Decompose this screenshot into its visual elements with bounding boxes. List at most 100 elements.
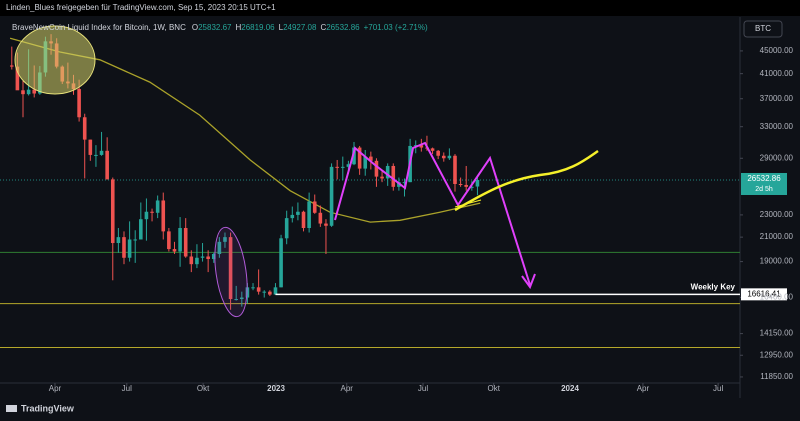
candle-body — [172, 249, 177, 252]
candle-body — [99, 150, 104, 155]
x-tick-label: Jul — [418, 384, 428, 393]
candle-body — [200, 256, 205, 258]
candle-body — [15, 66, 20, 91]
logo-text: TradingView — [21, 403, 75, 413]
x-tick-label: Okt — [197, 384, 210, 393]
logo-mark — [6, 405, 17, 412]
projection-curve — [454, 149, 599, 212]
x-tick-label: Jul — [122, 384, 132, 393]
candle-body — [262, 291, 267, 293]
candle-body — [402, 182, 407, 184]
trend-line — [454, 199, 482, 208]
candle-body — [21, 90, 25, 95]
x-tick-label: Apr — [637, 384, 650, 393]
candle-body — [150, 211, 154, 213]
legend-ohlc-label: L — [279, 23, 284, 32]
legend-title: BraveNewCoin Liquid Index for Bitcoin, 1… — [12, 23, 186, 32]
candle-body — [82, 117, 87, 140]
y-tick-label: 11850.00 — [760, 372, 793, 381]
candle-body — [88, 139, 93, 155]
last-price-tag — [741, 172, 787, 195]
projection-path — [334, 141, 531, 286]
candle-body — [234, 299, 238, 301]
candle-body — [77, 89, 81, 118]
candle-body — [436, 150, 440, 156]
candle-body — [183, 228, 188, 257]
candle-body — [419, 145, 424, 148]
candle-body — [223, 237, 227, 242]
y-tick-label: 33000.00 — [760, 122, 794, 131]
candle-body — [352, 147, 356, 165]
candle-body — [240, 297, 244, 300]
candle-body — [116, 237, 121, 244]
legend-ohlc-value: 26532.86 — [326, 23, 360, 32]
candle-body — [441, 155, 446, 159]
candle-body — [307, 201, 311, 229]
last-price-countdown: 2d 5h — [755, 186, 773, 193]
candle-body — [206, 256, 210, 260]
candle-body — [447, 155, 452, 159]
legend-ohlc-value: 24927.08 — [283, 23, 317, 32]
candle-body — [312, 201, 317, 213]
y-tick-label: 16400.00 — [760, 293, 794, 302]
candle-body — [279, 238, 283, 288]
footer-logo: TradingView — [6, 403, 75, 413]
candle-body — [380, 176, 384, 179]
candle-body — [189, 256, 194, 265]
y-tick-label: 14150.00 — [760, 329, 794, 338]
candle-body — [251, 287, 255, 289]
last-price-value: 26532.86 — [747, 174, 781, 183]
legend-change: +701.03 (+2.71%) — [364, 23, 428, 32]
candle-body — [430, 148, 435, 151]
legend-ohlc-value: 26819.06 — [241, 23, 275, 32]
candle-body — [346, 164, 351, 167]
candle-body — [413, 145, 418, 147]
candle-body — [357, 147, 362, 169]
y-tick-label: 45000.00 — [760, 46, 794, 55]
candle-body — [178, 228, 182, 252]
candle-body — [470, 186, 474, 188]
candle-body — [217, 241, 222, 254]
candle-body — [363, 156, 368, 169]
candle-body — [144, 211, 149, 220]
candle-body — [122, 237, 126, 258]
candle-body — [268, 291, 272, 295]
x-tick-label: 2023 — [267, 384, 285, 393]
candle-body — [458, 184, 463, 186]
candle-body — [324, 223, 328, 226]
candle-body — [32, 89, 37, 94]
candle-body — [155, 200, 160, 213]
candle-body — [167, 231, 171, 250]
candle-body — [475, 179, 480, 187]
candle-body — [195, 257, 199, 265]
arrow-head — [521, 273, 536, 290]
key-level-tag — [741, 288, 787, 301]
y-tick-label: 23000.00 — [760, 210, 794, 219]
y-tick-label: 37000.00 — [760, 94, 794, 103]
candle-body — [453, 155, 457, 185]
candle-body — [127, 239, 132, 258]
candle-body — [110, 179, 115, 244]
candle-body — [105, 150, 109, 180]
candle-body — [385, 165, 390, 179]
candle-body — [464, 184, 469, 187]
candle-body — [329, 166, 334, 226]
y-tick-label: 19000.00 — [760, 257, 794, 266]
key-level-value: 16616.41 — [747, 289, 781, 298]
candle-body — [273, 287, 278, 295]
candle-body — [26, 89, 31, 95]
legend-ohlc-label: O — [192, 23, 198, 32]
candle-body — [374, 160, 379, 177]
candle-body — [284, 218, 289, 239]
overlay: Weekly Key 16616.41 26532.86 2d 5h — [275, 172, 787, 301]
highlight-ellipse — [14, 25, 96, 95]
candle-body — [340, 166, 345, 168]
share-caption: Linden_Blues freigegeben für TradingView… — [6, 3, 276, 12]
x-tick-label: Apr — [49, 384, 62, 393]
symbol-badge[interactable] — [743, 20, 783, 38]
legend-ohlc-value: 25832.67 — [198, 23, 232, 32]
x-tick-label: 2024 — [561, 384, 579, 393]
